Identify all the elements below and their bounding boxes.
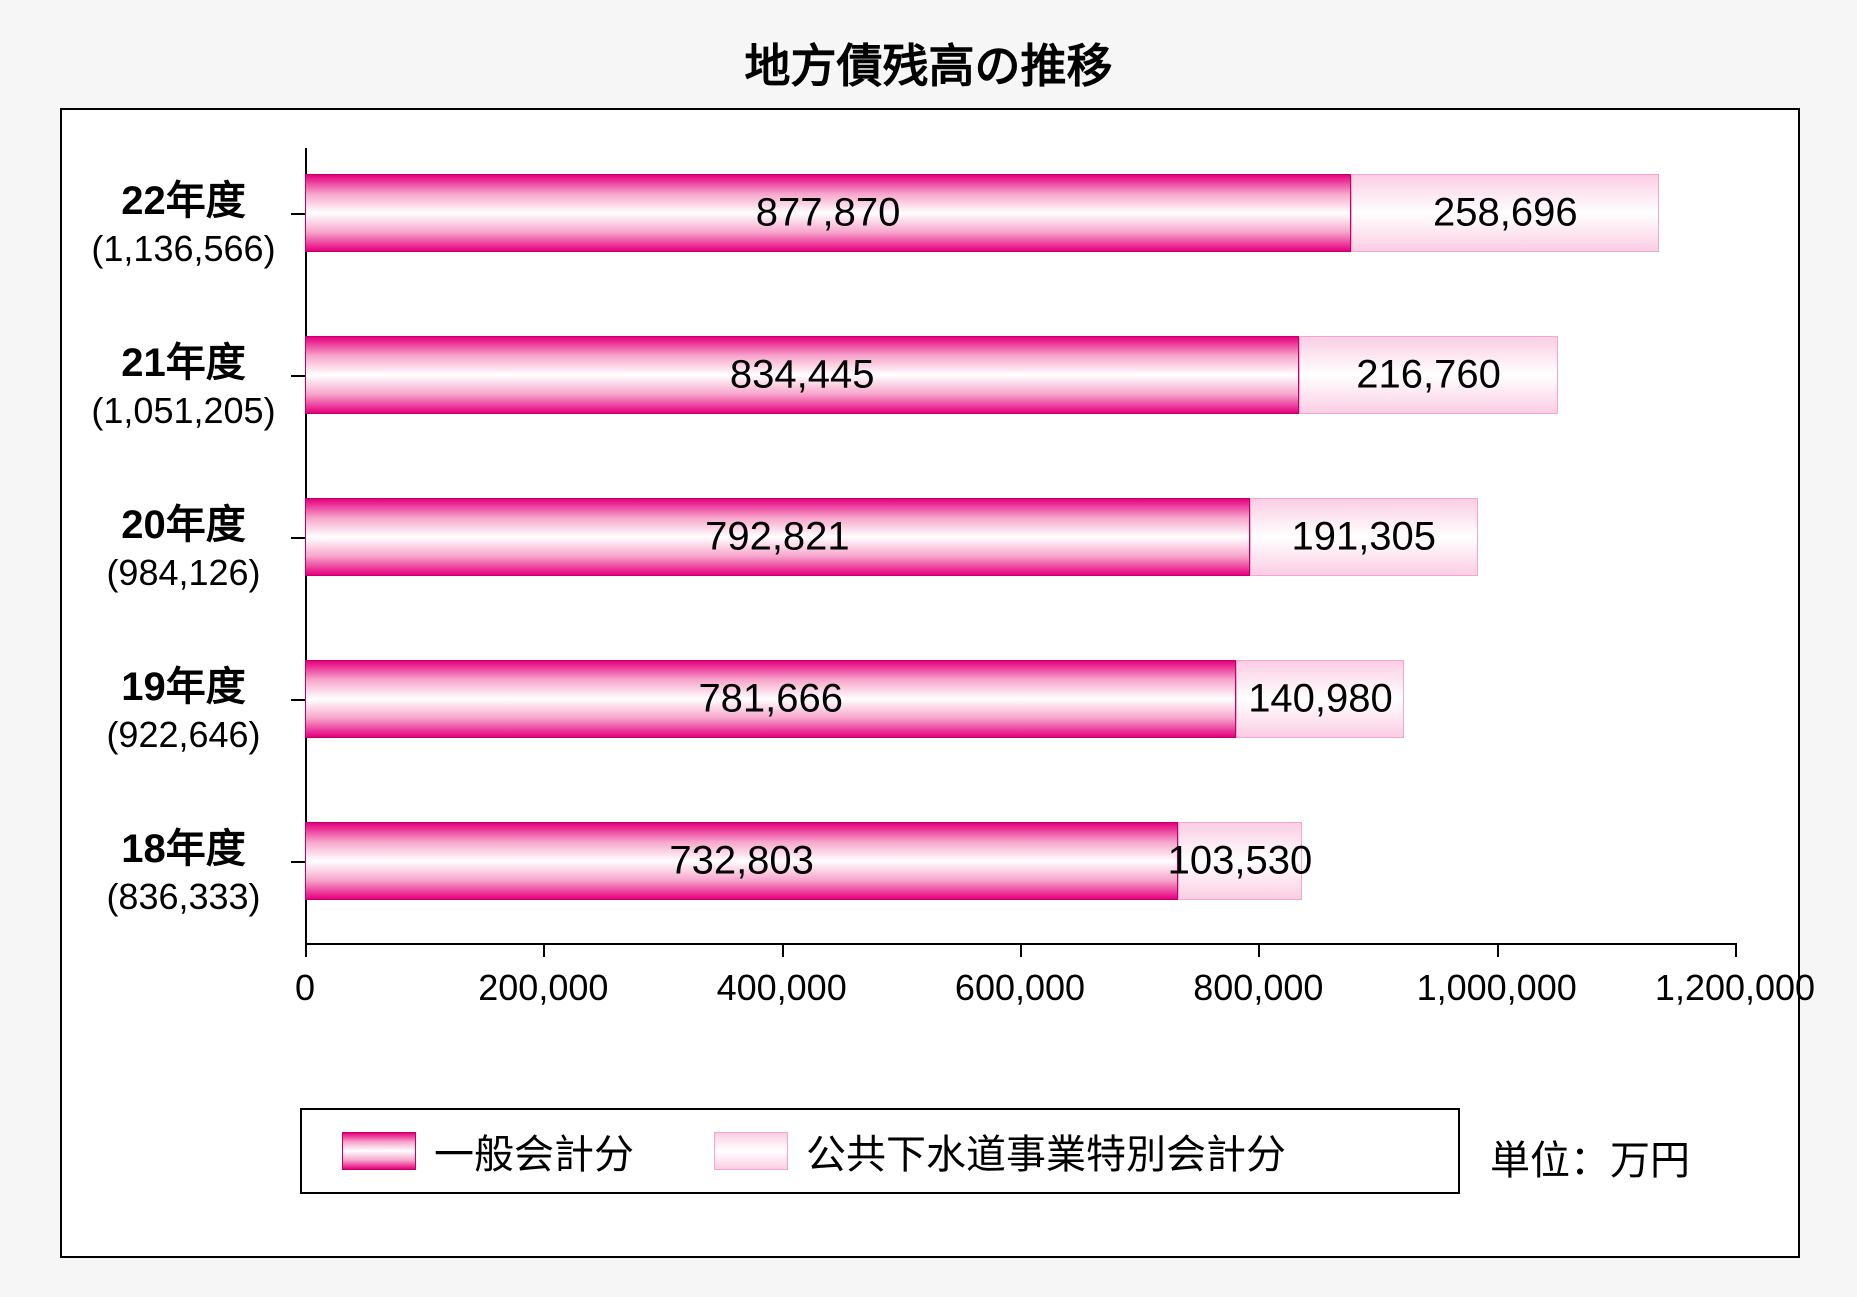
- x-tick-label: 1,000,000: [1417, 967, 1577, 1009]
- x-tick-label: 800,000: [1193, 967, 1323, 1009]
- bar-value-series1: 732,803: [669, 839, 814, 884]
- x-tick: [305, 943, 307, 957]
- chart-title: 地方債残高の推移: [0, 30, 1857, 96]
- legend-label: 一般会計分: [434, 1122, 634, 1180]
- category-label-main: 19年度: [68, 654, 299, 712]
- category-label: 19年度(922,646): [68, 654, 299, 756]
- bar-value-series1: 781,666: [698, 677, 843, 722]
- x-tick: [543, 943, 545, 957]
- x-tick: [782, 943, 784, 957]
- x-tick-label: 200,000: [478, 967, 608, 1009]
- category-label-sub: (1,051,205): [68, 390, 299, 432]
- category-label-main: 20年度: [68, 492, 299, 550]
- legend: 一般会計分 公共下水道事業特別会計分: [300, 1108, 1460, 1194]
- x-tick-label: 600,000: [955, 967, 1085, 1009]
- bar-value-series2: 216,760: [1356, 353, 1501, 398]
- x-tick: [1497, 943, 1499, 957]
- legend-item: 公共下水道事業特別会計分: [714, 1122, 1286, 1180]
- category-label-main: 22年度: [68, 168, 299, 226]
- bar-value-series2: 258,696: [1433, 191, 1578, 236]
- category-label: 18年度(836,333): [68, 816, 299, 918]
- x-tick: [1258, 943, 1260, 957]
- bar-value-series2: 191,305: [1291, 515, 1436, 560]
- category-label: 20年度(984,126): [68, 492, 299, 594]
- bar-value-series2: 140,980: [1248, 677, 1393, 722]
- y-tick: [291, 861, 305, 863]
- category-label: 21年度(1,051,205): [68, 330, 299, 432]
- x-tick: [1735, 943, 1737, 957]
- legend-swatch: [714, 1132, 788, 1170]
- y-tick: [291, 375, 305, 377]
- y-tick: [291, 699, 305, 701]
- bar-value-series1: 877,870: [756, 191, 901, 236]
- category-label-sub: (922,646): [68, 714, 299, 756]
- x-tick-label: 0: [295, 967, 315, 1009]
- legend-label: 公共下水道事業特別会計分: [806, 1122, 1286, 1180]
- category-label-main: 21年度: [68, 330, 299, 388]
- category-label-sub: (836,333): [68, 876, 299, 918]
- x-tick-label: 400,000: [717, 967, 847, 1009]
- category-label-sub: (1,136,566): [68, 228, 299, 270]
- y-tick: [291, 213, 305, 215]
- legend-item: 一般会計分: [342, 1122, 634, 1180]
- category-label: 22年度(1,136,566): [68, 168, 299, 270]
- y-tick: [291, 537, 305, 539]
- unit-label: 単位：万円: [1490, 1128, 1690, 1186]
- category-label-sub: (984,126): [68, 552, 299, 594]
- x-tick: [1020, 943, 1022, 957]
- legend-swatch: [342, 1132, 416, 1170]
- bar-value-series1: 792,821: [705, 515, 850, 560]
- bar-value-series1: 834,445: [730, 353, 875, 398]
- category-label-main: 18年度: [68, 816, 299, 874]
- x-tick-label: 1,200,000: [1655, 967, 1815, 1009]
- bar-value-series2: 103,530: [1168, 839, 1313, 884]
